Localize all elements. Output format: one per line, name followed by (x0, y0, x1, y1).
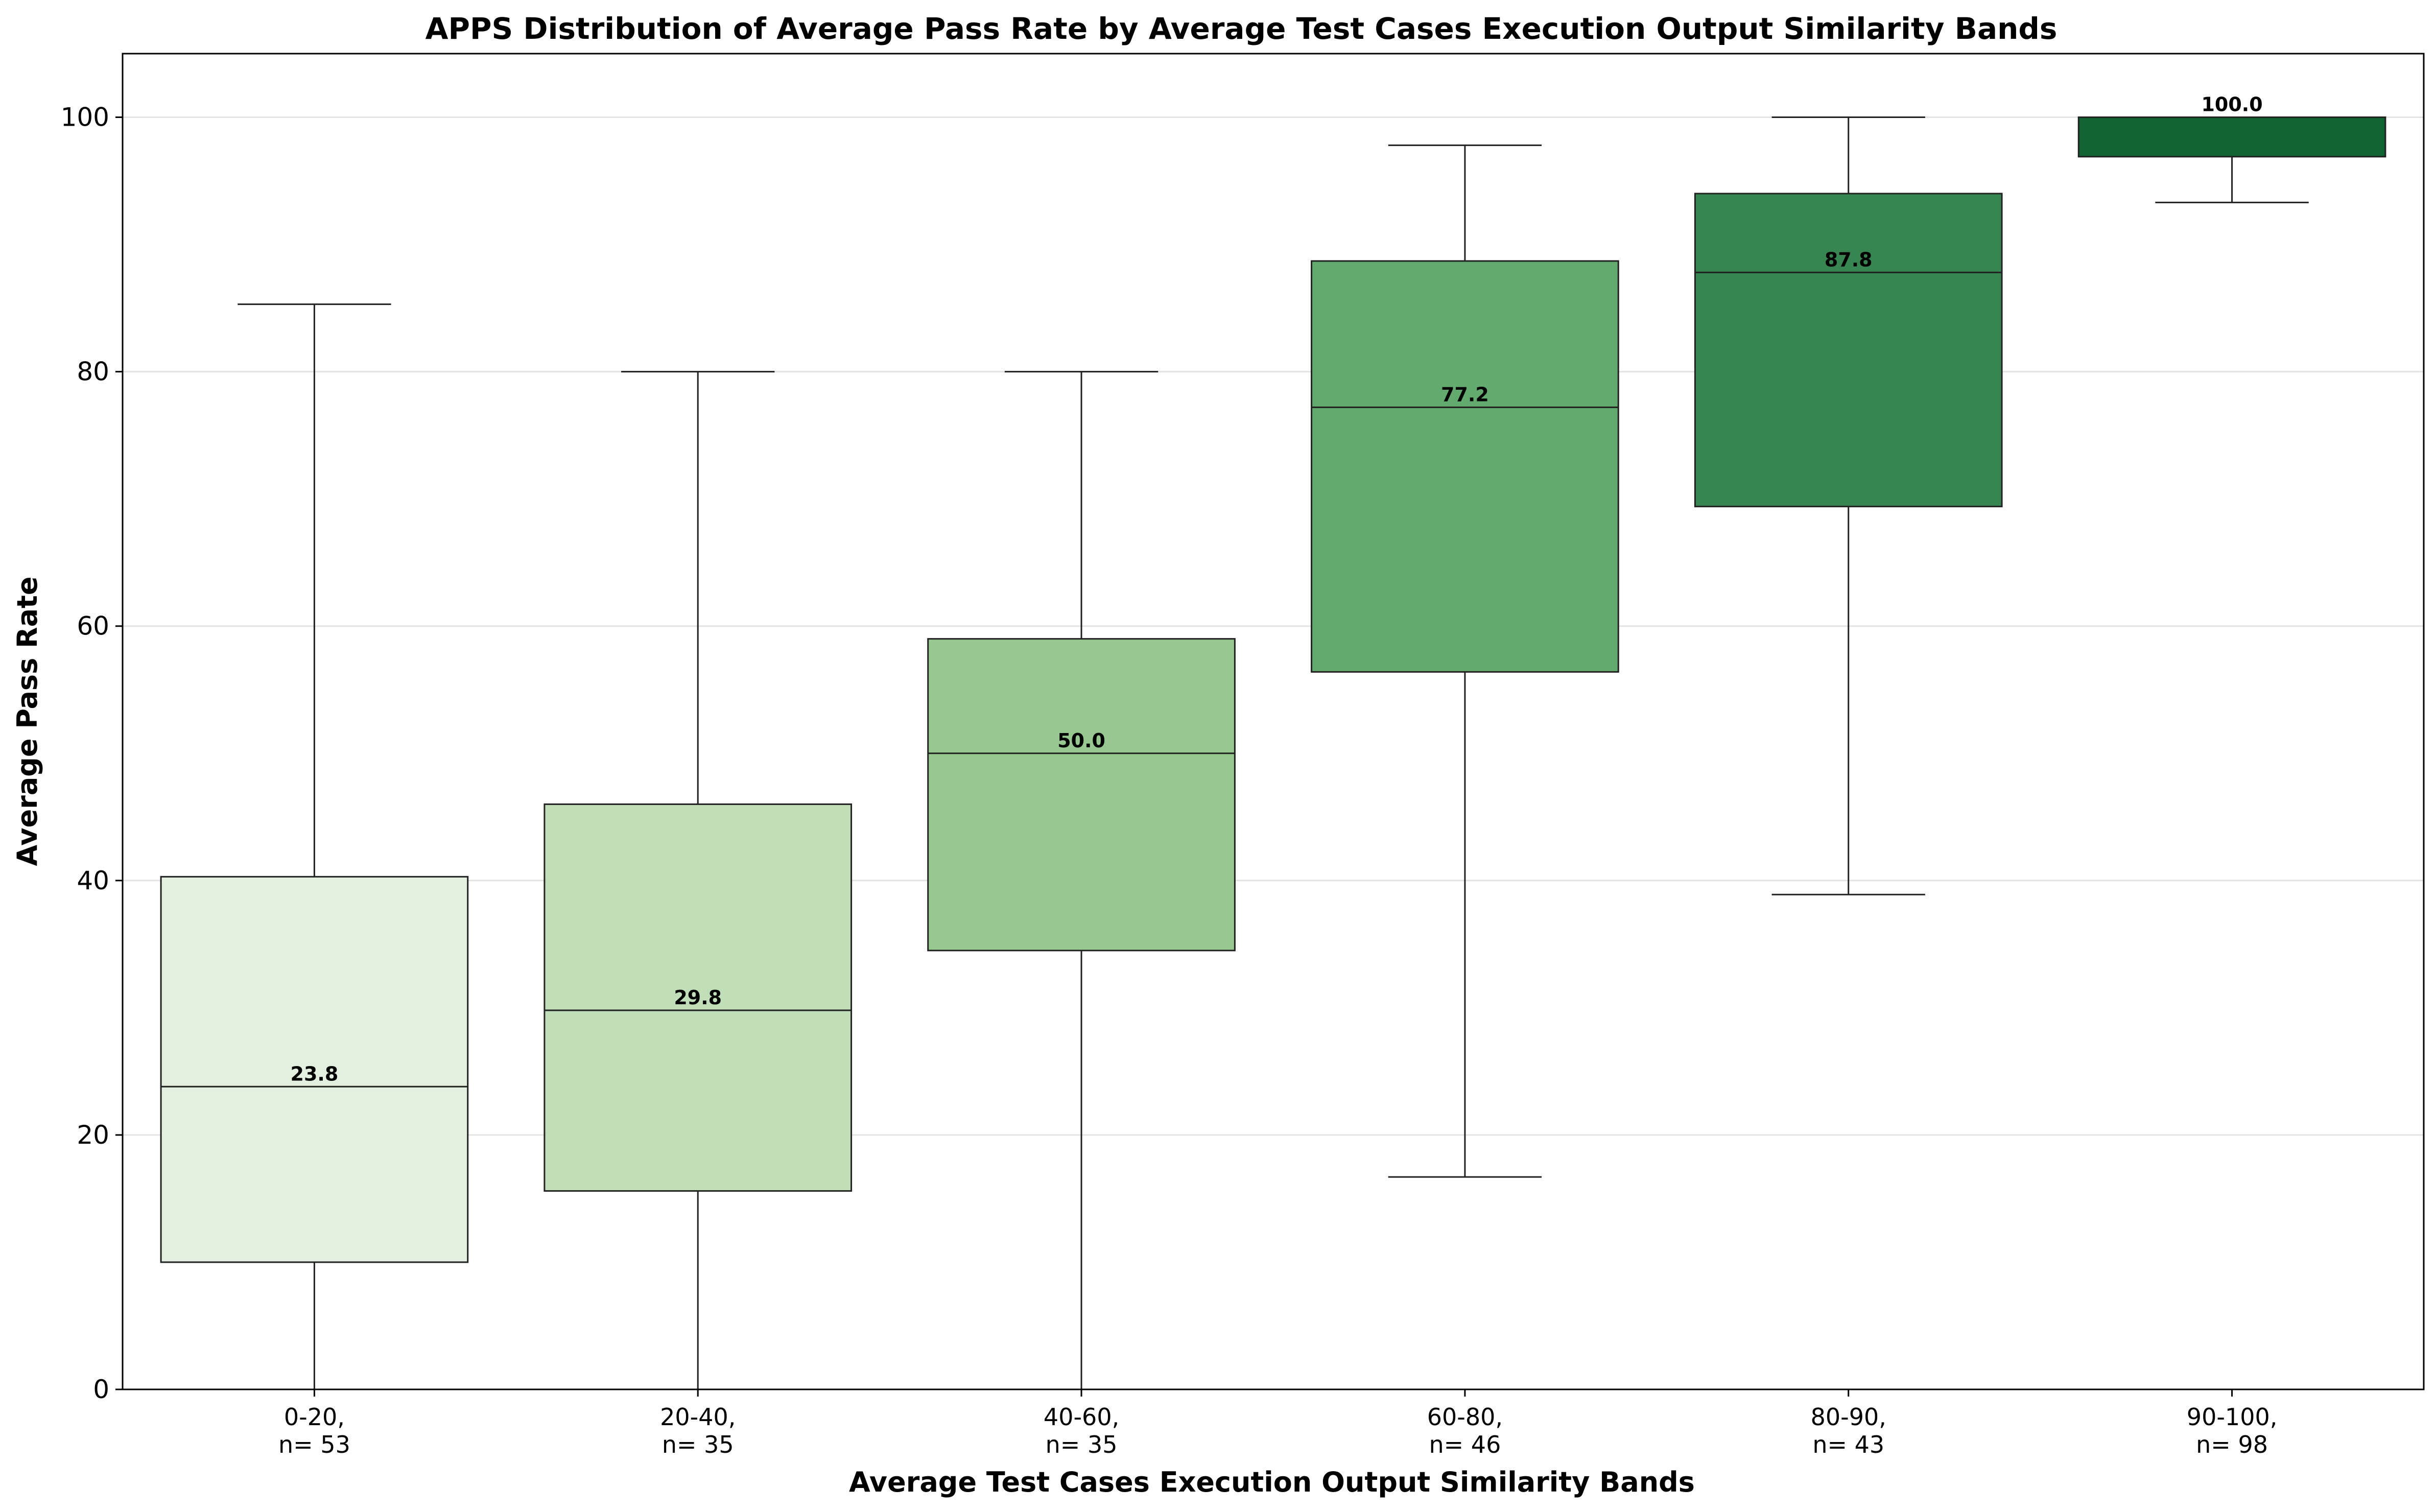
iqr-box (1311, 260, 1619, 673)
y-axis-label: Average Pass Rate (11, 577, 43, 866)
box-group: 50.0 (927, 371, 1236, 1390)
median-value-label: 77.2 (1441, 383, 1489, 406)
median-value-label: 29.8 (674, 986, 722, 1009)
median-value-label: 87.8 (1825, 248, 1873, 271)
y-tick-label: 0 (93, 1375, 109, 1404)
median-value-label: 100.0 (2201, 93, 2262, 116)
x-tick-label-band: 40-60, (1044, 1403, 1119, 1431)
plot-frame (122, 53, 2425, 1390)
x-tick-label-band: 0-20, (284, 1403, 345, 1431)
x-tick-label-band: 20-40, (660, 1403, 736, 1431)
y-tick-label: 80 (77, 357, 109, 387)
median-value-label: 50.0 (1057, 729, 1105, 752)
x-tick-label-band: 60-80, (1427, 1403, 1503, 1431)
median-value-label: 23.8 (291, 1062, 339, 1085)
iqr-box (1694, 193, 2003, 508)
y-tick-label: 20 (77, 1120, 109, 1150)
y-tick-label: 40 (77, 866, 109, 895)
x-tick-label-count: n= 35 (1046, 1431, 1118, 1458)
x-tick-label-count: n= 46 (1429, 1431, 1501, 1458)
iqr-box (2077, 116, 2386, 158)
box-group: 77.2 (1311, 144, 1619, 1178)
iqr-box (160, 876, 469, 1263)
box-group: 87.8 (1694, 116, 2003, 895)
x-tick-label-band: 80-90, (1811, 1403, 1886, 1431)
iqr-box (543, 803, 853, 1192)
x-tick-label-band: 90-100, (2187, 1403, 2278, 1431)
x-tick-label-count: n= 35 (662, 1431, 734, 1458)
x-tick-label-count: n= 43 (1812, 1431, 1884, 1458)
chart-title: APPS Distribution of Average Pass Rate b… (425, 11, 2057, 46)
x-axis-label: Average Test Cases Execution Output Simi… (849, 1466, 1695, 1498)
box-group: 23.8 (160, 303, 469, 1390)
y-tick-label: 60 (77, 611, 109, 641)
box-series: 23.8 29.8 50.0 77.2 87.8 100.0 (160, 93, 2386, 1390)
y-tick-label: 100 (61, 103, 109, 132)
x-tick-label-count: n= 98 (2196, 1431, 2268, 1458)
x-tick-label-count: n= 53 (278, 1431, 350, 1458)
box-group: 100.0 (2077, 93, 2386, 203)
iqr-box (927, 638, 1236, 952)
box-group: 29.8 (543, 371, 853, 1390)
